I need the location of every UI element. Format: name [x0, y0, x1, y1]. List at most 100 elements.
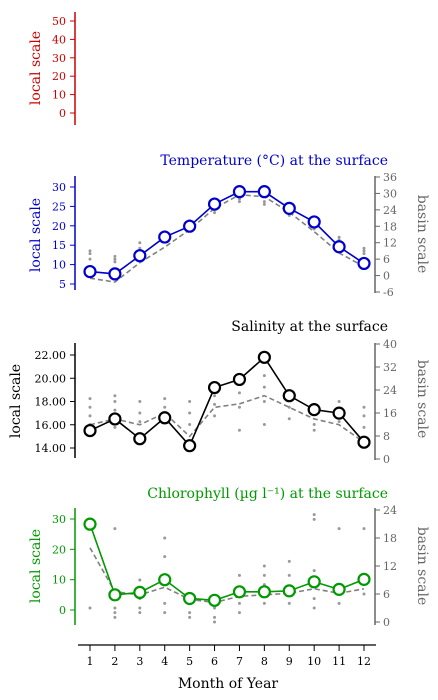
panel-title: Chlorophyll (µg l⁻¹) at the surface — [147, 486, 388, 502]
left-axis-label: local scale — [28, 31, 44, 105]
observation-point — [337, 420, 341, 424]
local-point — [282, 584, 296, 598]
x-tick-label: 6 — [211, 655, 218, 668]
observation-point — [113, 611, 117, 615]
y-tick-label: 5 — [59, 278, 66, 291]
observation-point — [188, 611, 192, 615]
local-point — [207, 593, 222, 607]
observation-point — [188, 615, 192, 619]
observation-point — [213, 414, 217, 418]
observation-point — [88, 405, 92, 409]
observation-point — [262, 601, 266, 605]
local-point — [158, 230, 172, 244]
panel-temperature: Temperature (°C) at the surface 5 10 15 20 2… — [28, 153, 430, 299]
observation-point — [88, 257, 92, 261]
local-point — [307, 403, 321, 417]
right-y-tick-label: 12 — [383, 560, 397, 573]
local-point — [357, 435, 371, 449]
right-y-tick-label: -6 — [383, 286, 394, 299]
y-tick-label: 10 — [52, 89, 66, 102]
panel-title: Salinity at the surface — [231, 319, 388, 335]
observation-point — [88, 249, 92, 253]
observation-point — [262, 385, 266, 389]
local-point — [83, 264, 97, 279]
observation-point — [362, 527, 366, 531]
local-point — [108, 412, 122, 426]
local-point — [332, 406, 346, 420]
right-y-tick-label: 6 — [383, 253, 390, 266]
local-point — [183, 439, 197, 453]
observation-point — [138, 611, 142, 615]
x-tick-label: 2 — [111, 655, 118, 668]
local-point — [232, 372, 247, 387]
right-y-tick-label: 30 — [383, 187, 397, 200]
observation-point — [262, 200, 266, 204]
left-axis-label: local scale — [28, 529, 44, 603]
y-tick-label: 20 — [52, 543, 66, 556]
local-point — [108, 267, 122, 281]
observation-point — [287, 559, 291, 563]
y-tick-label: 30 — [52, 52, 66, 65]
observation-point — [262, 573, 266, 577]
observation-point — [362, 592, 366, 596]
right-y-tick-label: 0 — [383, 453, 390, 466]
observation-point — [262, 423, 266, 426]
observation-point — [138, 241, 142, 245]
observation-point — [362, 249, 366, 253]
y-tick-label: 30 — [52, 181, 66, 194]
observation-point — [262, 400, 266, 403]
local-point — [133, 585, 147, 600]
observation-point — [188, 423, 192, 426]
observation-point — [213, 394, 217, 398]
x-tick-label: 9 — [286, 655, 293, 668]
local-point — [207, 380, 222, 395]
observation-point — [337, 400, 341, 403]
observation-point — [312, 606, 316, 610]
observation-point — [188, 411, 192, 415]
basin-line — [89, 193, 365, 283]
observation-point — [113, 257, 117, 261]
right-y-tick-label: 6 — [383, 588, 390, 601]
x-tick-label: 10 — [307, 655, 321, 668]
x-tick-label: 5 — [186, 655, 193, 668]
x-tick-label: 11 — [332, 655, 346, 668]
local-point — [257, 350, 271, 364]
local-point — [282, 201, 296, 215]
observation-point — [213, 620, 217, 624]
observation-point — [262, 374, 266, 378]
local-point — [133, 249, 147, 263]
right-y-tick-label: 24 — [383, 204, 397, 217]
panel-empty: 0 10 20 30 40 50 local scale — [28, 12, 76, 125]
panel-chlorophyll: Chlorophyll (µg l⁻¹) at the surface 0 10 2… — [28, 486, 430, 629]
observation-point — [163, 397, 167, 401]
y-tick-label: 0 — [59, 107, 66, 120]
y-tick-label: 0 — [59, 604, 66, 617]
local-point — [332, 582, 346, 596]
y-tick-label: 20 — [52, 220, 66, 233]
y-tick-label: 20.00 — [35, 372, 67, 385]
observation-point — [287, 417, 291, 421]
right-y-tick-label: 12 — [383, 237, 397, 250]
right-y-tick-label: 32 — [383, 361, 397, 374]
local-point — [158, 573, 172, 587]
observation-point — [237, 405, 241, 409]
observation-point — [113, 408, 117, 412]
observation-point — [138, 400, 142, 403]
observation-point — [312, 423, 316, 426]
observation-point — [113, 425, 117, 429]
right-y-tick-label: 0 — [383, 616, 390, 629]
observation-point — [237, 611, 241, 615]
observation-point — [337, 235, 341, 239]
local-point — [108, 588, 122, 602]
observation-point — [88, 606, 92, 610]
observation-point — [113, 527, 117, 531]
right-y-tick-label: 24 — [383, 504, 397, 517]
observation-point — [287, 601, 291, 605]
y-tick-label: 30 — [52, 513, 66, 526]
observation-point — [213, 606, 217, 610]
right-y-tick-label: 18 — [383, 220, 397, 233]
local-point — [207, 197, 222, 211]
y-tick-label: 10 — [52, 259, 66, 272]
local-point — [83, 517, 97, 531]
right-y-tick-label: 36 — [383, 171, 397, 184]
